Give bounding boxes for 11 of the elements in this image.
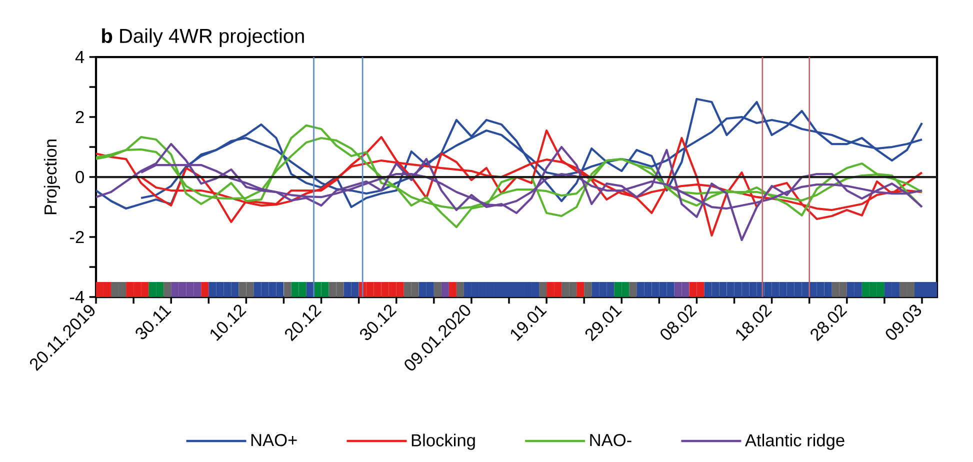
legend-label: Blocking (412, 434, 475, 450)
y-tick-label: 4 (75, 51, 84, 63)
y-tick-label: -4 (70, 291, 84, 303)
y-tick-label: -2 (70, 230, 84, 244)
legend-label: NAO+ (251, 434, 297, 446)
y-tick-label: 0 (76, 170, 84, 184)
chart-title: b Daily 4WR projection (102, 28, 304, 47)
y-axis-title: Projection (44, 140, 60, 214)
legend-label: NAO- (590, 434, 632, 446)
y-tick-label: 2 (76, 110, 84, 124)
legend-label: Atlantic ridge (744, 434, 844, 450)
